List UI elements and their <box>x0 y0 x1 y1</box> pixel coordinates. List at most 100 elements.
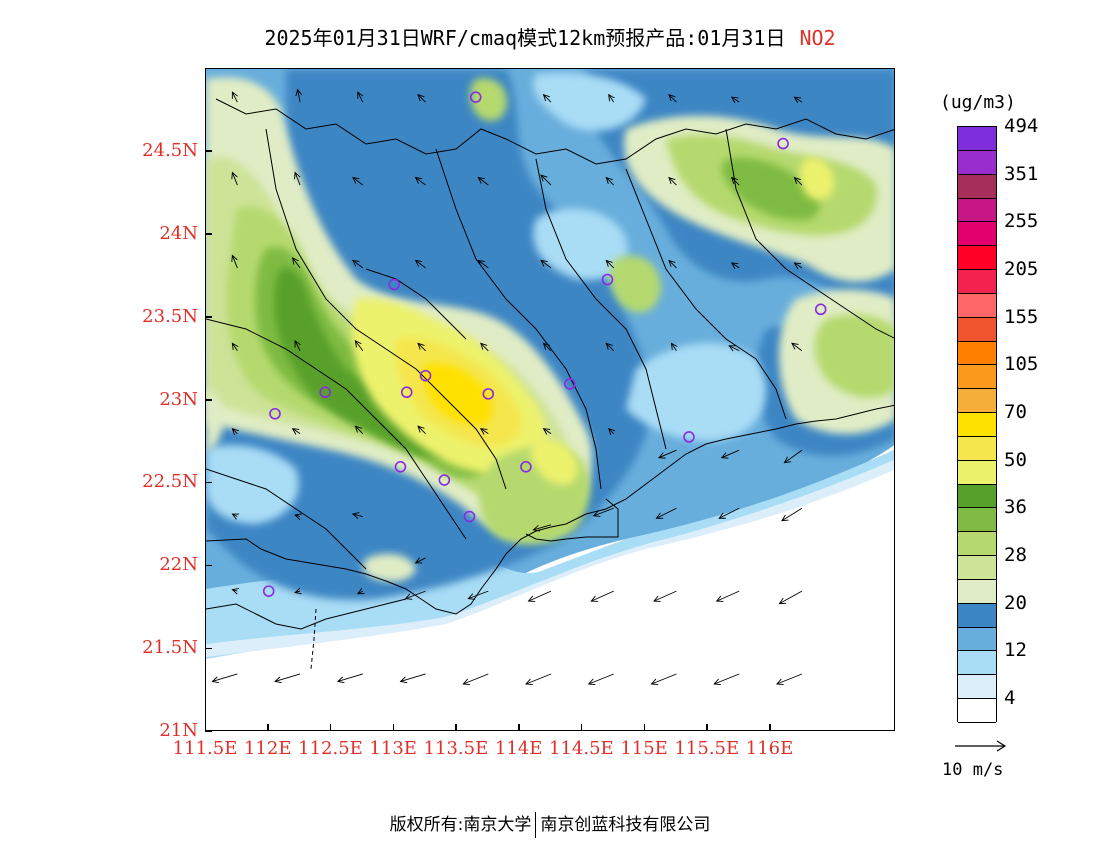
lat-tick <box>205 730 212 732</box>
wind-arrow <box>720 449 740 459</box>
wind-arrow <box>356 587 365 595</box>
wind-arrow <box>668 176 677 186</box>
station-marker[interactable] <box>388 278 400 291</box>
lon-tick <box>518 724 520 731</box>
station-marker[interactable] <box>482 388 495 400</box>
legend-swatch <box>958 699 996 723</box>
legend-swatch <box>958 508 996 533</box>
station-marker[interactable] <box>463 510 476 523</box>
wind-arrow <box>728 345 740 352</box>
boundaries <box>206 98 894 670</box>
field-light-blue-4 <box>533 72 646 131</box>
legend-swatch <box>958 436 996 461</box>
wind-arrow <box>467 590 489 600</box>
field-ne-yellow <box>800 158 835 200</box>
legend-label: 105 <box>1004 353 1039 376</box>
legend-swatch <box>958 651 996 676</box>
legend-unit: (ug/m3) <box>940 92 1016 113</box>
wind-arrow <box>718 507 740 519</box>
wind-arrow <box>605 176 615 186</box>
border-county-6 <box>206 318 467 540</box>
lon-tick-label: 114.5E <box>549 738 614 759</box>
wind-arrow <box>783 449 803 464</box>
lon-tick <box>769 724 771 731</box>
wind-arrow <box>291 257 301 269</box>
border-county-7 <box>206 468 367 570</box>
legend-label: 351 <box>1004 162 1039 185</box>
field-hotspot-heyuan <box>609 255 661 313</box>
field-core-yellow-3 <box>422 363 493 426</box>
wind-arrow <box>655 507 677 519</box>
legend-swatch <box>958 675 996 700</box>
wind-arrow <box>480 342 489 352</box>
station-marker[interactable] <box>777 137 789 150</box>
legend-label: 205 <box>1004 258 1039 281</box>
wind-arrow <box>605 259 615 269</box>
wind-arrow <box>542 93 552 103</box>
wind-arrow <box>291 428 301 435</box>
station-marker[interactable] <box>262 585 275 597</box>
lon-tick-label: 115E <box>620 738 668 759</box>
wind-arrow <box>231 342 239 352</box>
border-county-8 <box>365 268 467 340</box>
station-marker[interactable] <box>601 273 614 286</box>
wind-arrow <box>608 93 615 103</box>
station-marker[interactable] <box>469 91 482 103</box>
legend-label: 4 <box>1004 687 1016 710</box>
wind-arrow <box>399 673 426 684</box>
station-marker[interactable] <box>438 474 451 486</box>
wind-arrow <box>592 507 614 517</box>
field-east-green <box>814 314 894 398</box>
station-marker[interactable] <box>683 431 695 443</box>
copyright-left: 版权所有:南京大学 <box>389 815 532 835</box>
wind-arrow <box>354 339 364 352</box>
wind-arrow <box>352 176 364 186</box>
station-marker[interactable] <box>814 303 827 316</box>
lat-tick-label: 22.5N <box>142 471 198 493</box>
concentration-field <box>206 69 894 659</box>
legend-swatch <box>958 270 996 294</box>
wind-arrow <box>587 673 614 685</box>
wind-arrow <box>414 259 426 269</box>
legend-label: 20 <box>1004 591 1027 614</box>
border-county-4 <box>625 168 787 420</box>
wind-arrow <box>477 176 489 186</box>
wind-arrow <box>650 673 677 685</box>
wind-arrow <box>608 427 616 436</box>
lat-tick <box>205 481 212 484</box>
lon-tick-label: 113E <box>369 738 417 759</box>
wind-arrow <box>730 176 740 186</box>
legend-swatch <box>958 317 996 342</box>
lat-tick <box>205 150 212 152</box>
wind-arrow <box>793 96 803 104</box>
reference-wind-arrow <box>955 740 1007 752</box>
coast-west <box>206 598 407 630</box>
lat-tick-label: 23N <box>159 388 198 410</box>
lat-tick-label: 24N <box>159 222 198 244</box>
legend-swatch <box>958 484 996 509</box>
station-marker[interactable] <box>394 460 407 473</box>
legend-swatch <box>958 579 996 604</box>
legend-swatch <box>958 174 996 199</box>
station-marker[interactable] <box>400 386 413 399</box>
station-marker[interactable] <box>564 378 576 390</box>
monitoring-stations <box>262 91 827 597</box>
wind-arrow <box>274 673 301 684</box>
wind-arrow <box>775 673 803 685</box>
map-frame[interactable] <box>205 68 895 731</box>
wind-arrow <box>231 171 238 186</box>
station-marker[interactable] <box>319 386 331 399</box>
border-south-dashed <box>310 608 317 670</box>
station-marker[interactable] <box>419 369 432 382</box>
lat-tick-label: 24.5N <box>142 139 198 161</box>
legend-swatch <box>958 460 996 485</box>
station-marker[interactable] <box>520 460 532 473</box>
wind-arrow <box>294 587 302 595</box>
field-light-blue-1 <box>626 342 766 441</box>
wind-arrow <box>793 262 803 269</box>
station-marker[interactable] <box>269 407 281 420</box>
field-light-blue-2 <box>533 208 628 280</box>
legend-swatch <box>958 603 996 628</box>
lon-tick <box>204 724 206 731</box>
wind-arrow <box>793 176 803 186</box>
